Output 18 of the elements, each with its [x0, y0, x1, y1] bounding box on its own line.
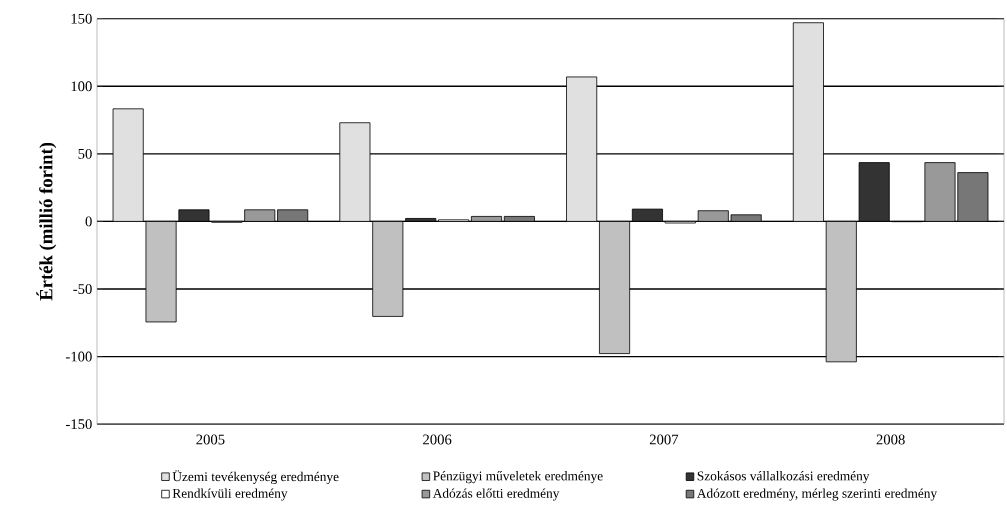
legend-label: Szokásos vállalkozási eredmény — [697, 470, 870, 484]
legend-label: Rendkívüli eredmény — [172, 488, 288, 501]
y-tick-label: -100 — [65, 351, 92, 362]
legend-label: Pénzügyi műveletek eredménye — [433, 470, 603, 484]
legend-label: Üzemi tevékenység eredménye — [172, 470, 339, 484]
x-tick-label: 2008 — [876, 434, 905, 445]
legend-label: Adózott eredmény, mérleg szerinti eredmény — [696, 488, 938, 501]
y-tick-label: 100 — [71, 81, 92, 92]
y-tick-label: 0 — [85, 216, 92, 227]
x-tick-label: 2005 — [196, 434, 225, 445]
y-tick-label: 150 — [71, 13, 92, 24]
y-tick-label: 50 — [78, 148, 92, 159]
legend-label: Adózás előtti eredmény — [432, 488, 560, 501]
y-axis-title: Érték (millió forint) — [36, 142, 57, 301]
y-tick-label: -50 — [73, 283, 92, 294]
y-tick-label: -150 — [65, 419, 92, 430]
x-tick-label: 2006 — [423, 434, 452, 445]
x-tick-label: 2007 — [649, 434, 679, 445]
